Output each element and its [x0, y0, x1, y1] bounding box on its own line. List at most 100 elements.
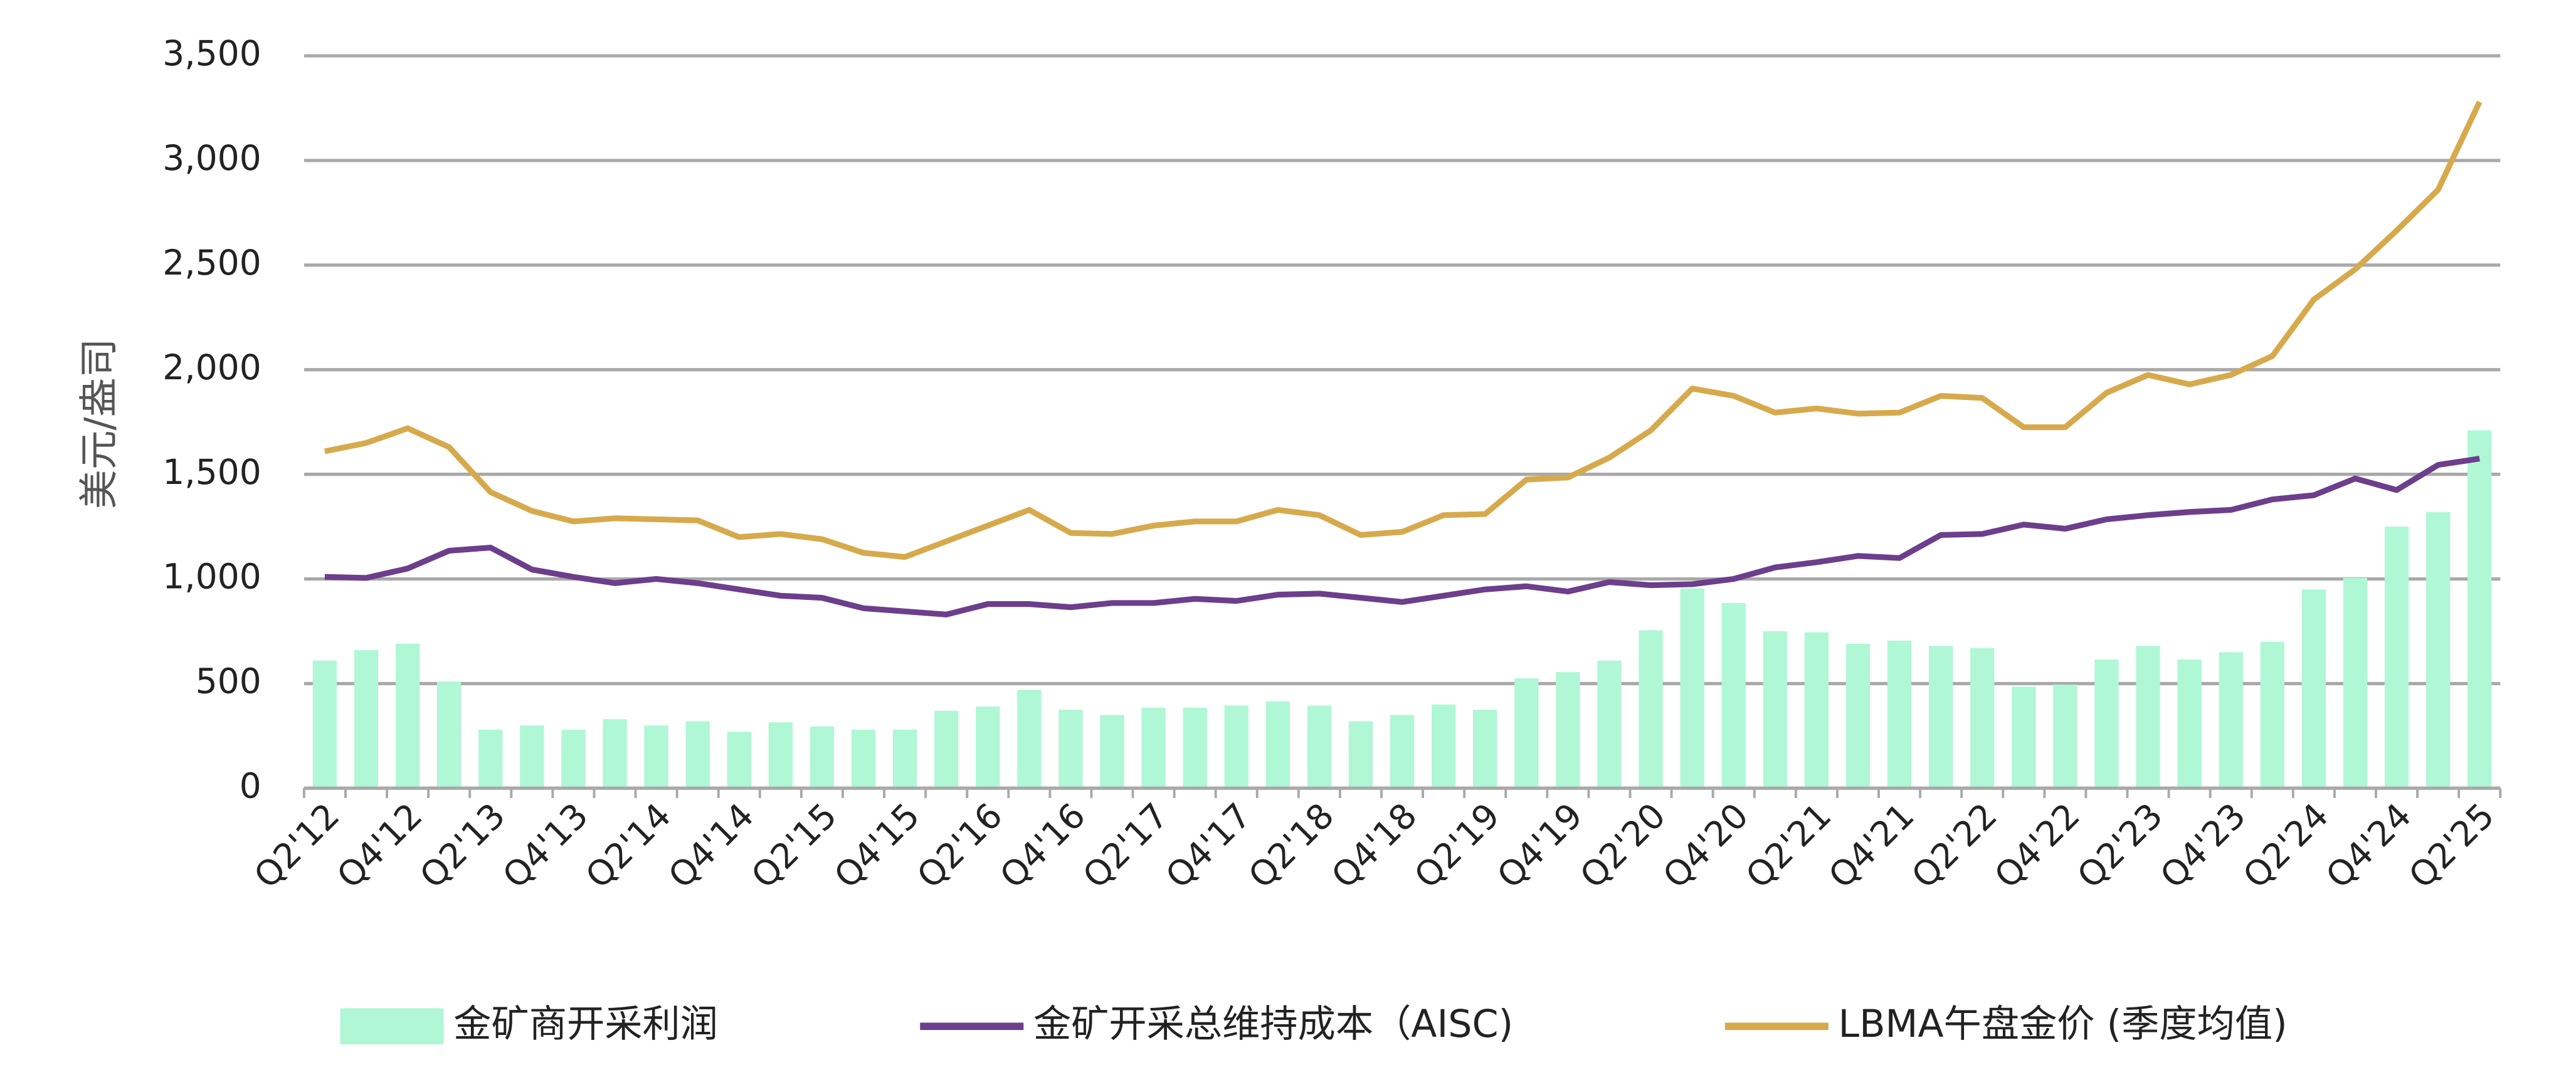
bar [1514, 678, 1539, 789]
x-tick-label: Q2'23 [2069, 795, 2170, 896]
bar [2219, 652, 2243, 789]
bar [2426, 512, 2451, 789]
bar [1721, 602, 1746, 789]
bar [2177, 659, 2202, 789]
bar [2468, 430, 2492, 789]
bar [2343, 577, 2368, 789]
bar [520, 725, 544, 789]
bar [768, 722, 793, 789]
y-tick-label: 2,000 [162, 347, 261, 387]
bar [312, 660, 337, 789]
bar [2136, 646, 2160, 789]
bar [976, 706, 1000, 789]
bar [1763, 631, 1787, 789]
bar [851, 729, 876, 789]
bar [1845, 644, 1871, 789]
bar [892, 729, 917, 789]
x-tick-label: Q2'16 [909, 795, 1010, 896]
y-tick-label: 0 [240, 766, 261, 806]
grid [304, 54, 2501, 790]
x-tick-label: Q2'12 [246, 795, 347, 896]
y-tick-label: 1,500 [162, 452, 261, 492]
bar [2384, 527, 2409, 789]
bar [1970, 648, 1995, 789]
bar [2260, 641, 2284, 789]
line [324, 100, 2483, 560]
bar [478, 729, 503, 789]
bar [2301, 589, 2326, 789]
bar [2053, 685, 2077, 789]
x-tick-label: Q2'19 [1407, 795, 1507, 896]
bar [1224, 705, 1248, 789]
x-tick-label: Q4'16 [992, 795, 1093, 896]
x-tick-label: Q4'12 [329, 795, 430, 896]
bar [1390, 715, 1415, 789]
bar [727, 732, 751, 789]
x-tick-label: Q2'13 [412, 795, 513, 896]
y-tick-label: 500 [196, 661, 261, 701]
x-tick-label: Q4'23 [2153, 795, 2254, 896]
bar [1928, 646, 1953, 789]
x-tick-label: Q2'22 [1904, 795, 2005, 896]
x-tick-label: Q2'17 [1075, 795, 1176, 896]
bar [1017, 690, 1042, 789]
x-tick-label: Q2'21 [1738, 795, 1839, 896]
legend-swatch [340, 1008, 444, 1045]
bar [1556, 672, 1580, 789]
y-tick-label: 3,500 [162, 33, 261, 73]
legend-label: 金矿商开采利润 [453, 1002, 718, 1046]
x-tick-label: Q4'14 [661, 795, 762, 896]
bar [437, 681, 462, 789]
bar [1265, 701, 1290, 789]
bar [603, 719, 627, 789]
line [324, 456, 2480, 617]
bar [395, 644, 420, 789]
legend-label: 金矿开采总维持成本（AISC) [1033, 1002, 1513, 1046]
x-tick-label: Q4'18 [1324, 795, 1425, 896]
bar [1680, 588, 1704, 789]
bar [1307, 705, 1332, 789]
y-tick-label: 2,500 [162, 243, 261, 283]
x-tick-label: Q4'20 [1655, 795, 1756, 896]
bar [1597, 660, 1622, 789]
bar [2094, 659, 2119, 789]
bar [1100, 715, 1124, 789]
bar [561, 729, 586, 789]
x-tick-label: Q4'17 [1158, 795, 1259, 896]
legend-label: LBMA午盘金价 (季度均值) [1839, 1002, 2288, 1046]
legend: 金矿商开采利润 金矿开采总维持成本（AISC) LBMA午盘金价 (季度均值) [340, 1002, 2288, 1046]
x-tick-label: Q4'22 [1987, 795, 2088, 896]
bar [1887, 641, 1912, 789]
x-tick-label: Q2'24 [2236, 795, 2336, 896]
bar [1183, 707, 1207, 789]
y-axis-title: 美元/盎司 [77, 339, 122, 510]
x-tick-label: Q4'19 [1489, 795, 1590, 896]
x-tick-label: Q2'14 [578, 795, 678, 896]
bar [1639, 630, 1663, 789]
bar [1473, 710, 1497, 789]
bar [1058, 710, 1083, 789]
bar [2012, 686, 2036, 789]
x-tick-label: Q4'15 [826, 795, 927, 896]
bar [934, 710, 959, 789]
bar [1141, 707, 1166, 789]
bar [644, 725, 668, 789]
x-tick-label: Q2'20 [1572, 795, 1673, 896]
bar [1804, 632, 1829, 789]
x-tick-label: Q2'15 [744, 795, 845, 896]
bars [312, 430, 2492, 789]
x-tick-label: Q2'18 [1241, 795, 1342, 896]
x-tick-label: Q4'24 [2318, 795, 2419, 896]
bar [1431, 704, 1456, 789]
bar [354, 650, 379, 789]
x-tick-label: Q2'25 [2401, 795, 2502, 896]
y-tick-label: 1,000 [162, 557, 261, 597]
y-tick-label: 3,000 [162, 138, 261, 178]
bar [685, 721, 710, 789]
lines [324, 100, 2483, 617]
x-tick-label: Q4'13 [495, 795, 596, 896]
bar [1348, 721, 1373, 789]
x-tick-label: Q4'21 [1821, 795, 1922, 896]
